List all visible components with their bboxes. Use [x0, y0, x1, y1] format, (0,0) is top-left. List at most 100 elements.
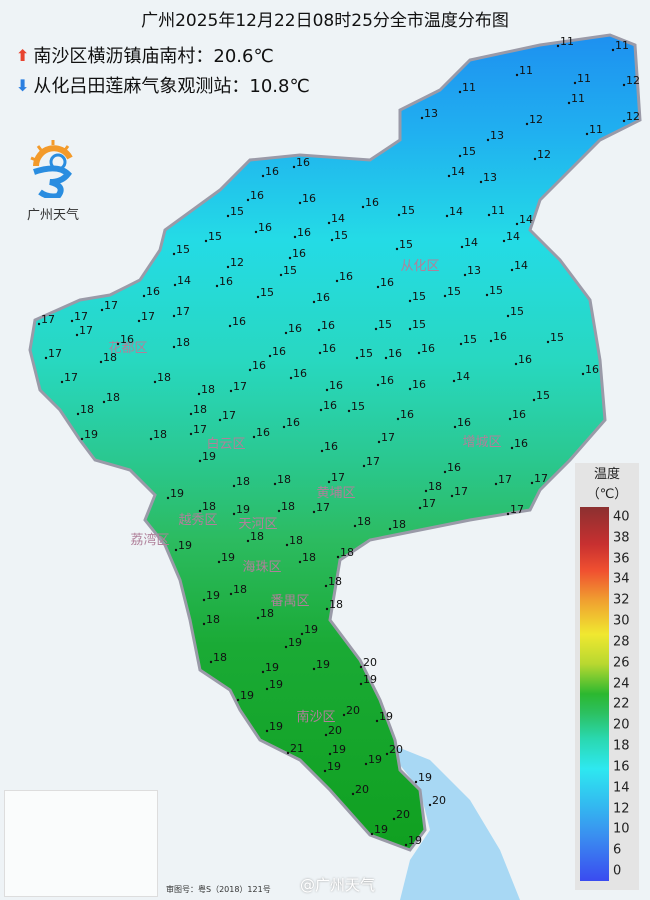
station-value: 18	[428, 480, 442, 493]
station-reading: 16	[215, 275, 233, 288]
station-reading: 18	[256, 607, 274, 620]
station-reading: 17	[327, 471, 345, 484]
legend-title: 温度	[593, 467, 620, 482]
legend-tick: 18	[613, 738, 630, 754]
station-value: 16	[339, 270, 353, 283]
station-value: 14	[519, 213, 533, 226]
station-reading: 19	[364, 753, 382, 766]
station-dot	[226, 265, 230, 269]
station-value: 16	[120, 333, 134, 346]
station-value: 18	[329, 598, 343, 611]
station-dot	[458, 154, 462, 158]
station-dot	[252, 435, 256, 439]
station-dot	[202, 622, 206, 626]
station-value: 16	[288, 322, 302, 335]
logo-text: 广州天气	[26, 208, 79, 223]
station-dot	[515, 73, 519, 77]
station-reading: 12	[622, 110, 640, 123]
station-dot	[289, 376, 293, 380]
station-value: 17	[510, 503, 524, 516]
station-value: 15	[510, 305, 524, 318]
station-dot	[174, 548, 178, 552]
station-dot	[172, 345, 176, 349]
station-dot	[395, 247, 399, 251]
station-value: 16	[297, 226, 311, 239]
station-value: 16	[457, 416, 471, 429]
legend-tick: 24	[613, 676, 630, 692]
station-value: 15	[401, 204, 415, 217]
station-reading: 11	[567, 92, 585, 105]
station-reading: 15	[458, 145, 476, 158]
station-dot	[76, 412, 80, 416]
station-reading: 16	[335, 270, 353, 283]
station-dot	[336, 555, 340, 559]
station-value: 15	[489, 284, 503, 297]
water-estuary	[380, 740, 520, 900]
station-value: 17	[74, 310, 88, 323]
station-reading: 16	[453, 416, 471, 429]
station-value: 19	[316, 658, 330, 671]
station-value: 11	[462, 81, 476, 94]
station-reading: 16	[228, 315, 246, 328]
station-dot	[585, 132, 589, 136]
station-value: 16	[380, 276, 394, 289]
station-value: 16	[447, 461, 461, 474]
station-value: 14	[464, 236, 478, 249]
station-dot	[458, 90, 462, 94]
station-dot	[418, 506, 422, 510]
station-reading: 14	[510, 259, 528, 272]
station-dot	[335, 279, 339, 283]
station-reading: 18	[325, 598, 343, 611]
legend-tick: 26	[613, 655, 630, 671]
station-reading: 18	[202, 613, 220, 626]
station-dot	[324, 733, 328, 737]
station-dot	[189, 432, 193, 436]
station-reading: 16	[288, 247, 306, 260]
station-reading: 15	[397, 204, 415, 217]
station-value: 12	[529, 113, 543, 126]
district-label: 番禺区	[270, 594, 309, 609]
station-reading: 18	[388, 518, 406, 531]
station-dot	[375, 719, 379, 723]
station-value: 17	[366, 455, 380, 468]
station-reading: 16	[489, 330, 507, 343]
station-value: 17	[64, 371, 78, 384]
station-dot	[327, 221, 331, 225]
station-value: 11	[560, 35, 574, 48]
station-value: 18	[392, 518, 406, 531]
station-reading: 17	[172, 305, 190, 318]
station-dot	[284, 331, 288, 335]
station-value: 19	[374, 823, 388, 836]
station-reading: 15	[395, 238, 413, 251]
station-dot	[198, 509, 202, 513]
station-dot	[388, 527, 392, 531]
station-reading: 13	[463, 264, 481, 277]
station-value: 18	[153, 428, 167, 441]
station-dot	[197, 392, 201, 396]
station-dot	[420, 116, 424, 120]
station-dot	[279, 273, 283, 277]
station-value: 18	[328, 575, 342, 588]
station-dot	[293, 235, 297, 239]
station-reading: 20	[392, 808, 410, 821]
arrow-up-icon: ⬆	[16, 45, 30, 65]
station-value: 19	[327, 760, 341, 773]
station-dot	[479, 180, 483, 184]
station-dot	[404, 843, 408, 847]
station-reading: 18	[76, 403, 94, 416]
station-value: 16	[322, 342, 336, 355]
station-reading: 18	[209, 651, 227, 664]
station-value: 18	[213, 651, 227, 664]
station-value: 17	[222, 409, 236, 422]
station-value: 16	[518, 353, 532, 366]
station-reading: 19	[375, 710, 393, 723]
station-reading: 16	[254, 221, 272, 234]
station-dot	[487, 213, 491, 217]
station-value: 16	[265, 165, 279, 178]
station-value: 14	[451, 165, 465, 178]
station-reading: 18	[149, 428, 167, 441]
station-dot	[452, 379, 456, 383]
station-value: 15	[463, 333, 477, 346]
station-value: 15	[351, 400, 365, 413]
station-reading: 18	[229, 583, 247, 596]
